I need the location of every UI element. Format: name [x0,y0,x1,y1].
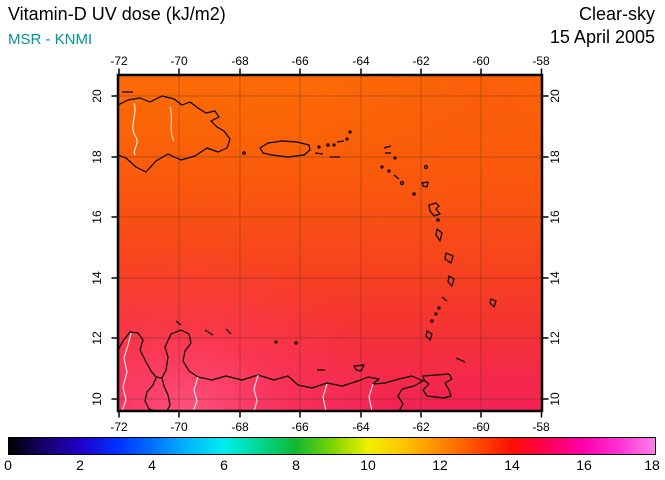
coast-montserrat [412,192,416,196]
map-frame [116,73,544,413]
y-tick-label-right: 14 [548,271,562,285]
coast-tobago [455,357,466,363]
coast-trinidad [422,373,453,399]
x-tick-label-top: -72 [110,54,128,68]
y-tick-label-left: 10 [90,392,104,406]
coast-martinique [444,252,454,264]
uv-field-topright [118,75,542,411]
coast-anguilla [383,145,392,149]
coast-mona [242,151,246,155]
coast-los-roques [274,340,278,344]
x-tick-label-top: -70 [170,54,188,68]
coast-st-thomas [326,143,330,147]
coast-st-lucia [447,275,455,287]
coast-barbuda [423,164,429,170]
x-tick-label-bottom: -64 [352,420,370,434]
border-venezuela-1 [192,376,199,411]
y-tick-label-left: 20 [90,89,104,103]
y-tick-label-left: 14 [90,271,104,285]
y-tick-label-right: 12 [548,331,562,345]
colorbar-tick-label: 18 [644,457,660,473]
border-haiti-dr [132,102,138,156]
x-tick-label-bottom: -62 [412,420,430,434]
coast-lake-maracaibo [144,377,171,411]
coastlines [118,91,497,411]
chart-source: MSR - KNMI [8,31,93,48]
border-venezuela-3 [322,383,328,411]
coast-statia [387,169,391,173]
coast-hispaniola [118,95,231,173]
x-tick-label-top: -66 [291,54,309,68]
coast-bonaire [225,328,232,335]
coast-curacao [204,329,214,336]
coast-margarita [353,364,365,372]
colorbar-tick-label: 12 [432,457,448,473]
border-venezuela-4 [368,383,374,411]
coast-st-john [332,143,336,147]
coast-grenada [425,330,433,341]
x-tick-label-top: -68 [231,54,249,68]
coast-orchila [294,341,298,345]
x-tick-label-bottom: -72 [110,420,128,434]
coast-vieques [314,152,324,155]
colorbar-tick-label: 10 [360,457,376,473]
coast-dominica [435,228,443,242]
chart-date: 15 April 2005 [549,27,655,47]
y-tick-label-right: 10 [548,392,562,406]
axis-ticks [111,68,549,418]
y-tick-label-right: 16 [548,210,562,224]
coast-marie-galante [436,218,440,222]
x-tick-label-bottom: -60 [472,420,490,434]
coast-venezuela-mainland [118,329,424,411]
colorbar-tick-label: 14 [504,457,520,473]
coast-puerto-rico [259,140,311,158]
coast-tortola [336,140,345,143]
colorbar-tick-label: 0 [4,457,12,473]
x-tick-label-top: -62 [412,54,430,68]
x-tick-label-top: -60 [472,54,490,68]
x-tick-label-bottom: -66 [291,420,309,434]
coast-virgin-gorda [345,137,349,141]
coast-antigua [421,181,429,188]
coast-saba [380,165,384,169]
x-tick-label-top: -64 [352,54,370,68]
map-plot: -72 -70 -68 -66 -64 -62 -60 -58 -72 -70 … [90,54,562,434]
y-tick-label-left: 16 [90,210,104,224]
country-borders [121,102,374,411]
colorbar-tick-label: 6 [220,457,228,473]
coast-nevis [399,180,405,186]
y-tick-label-right: 20 [548,89,562,103]
colorbar [8,437,656,455]
border-hispaniola-inner [169,106,175,142]
x-tick-label-top: -58 [532,54,550,68]
x-tick-label-bottom: -58 [532,420,550,434]
colorbar-tick-label: 8 [292,457,300,473]
y-tick-label-left: 12 [90,331,104,345]
colorbar-tick-label: 2 [76,457,84,473]
colorbar-tick-label: 16 [576,457,592,473]
coast-barbados [489,298,497,308]
colorbar-tick-label: 4 [148,457,156,473]
x-tick-label-bottom: -70 [170,420,188,434]
coast-st-vincent [441,296,448,302]
border-colombia-venezuela [121,332,132,411]
y-tick-label-left: 18 [90,150,104,164]
coast-grenadine-3 [430,319,434,323]
x-tick-label-bottom: -68 [231,420,249,434]
sky-condition: Clear-sky [578,4,655,24]
coast-grenadine-2 [434,312,438,316]
grid-lines [118,75,542,411]
border-venezuela-2 [253,374,259,411]
coast-anegada [348,130,352,134]
y-tick-label-right: 18 [548,150,562,164]
coast-guadeloupe [428,202,441,217]
page-title: Vitamin-D UV dose (kJ/m2) [8,4,226,24]
coast-st-kitts [393,174,400,180]
coast-culebra [317,145,321,149]
coast-st-barth [393,156,397,160]
coast-grenadine-1 [437,306,441,310]
coast-aruba [175,320,182,326]
